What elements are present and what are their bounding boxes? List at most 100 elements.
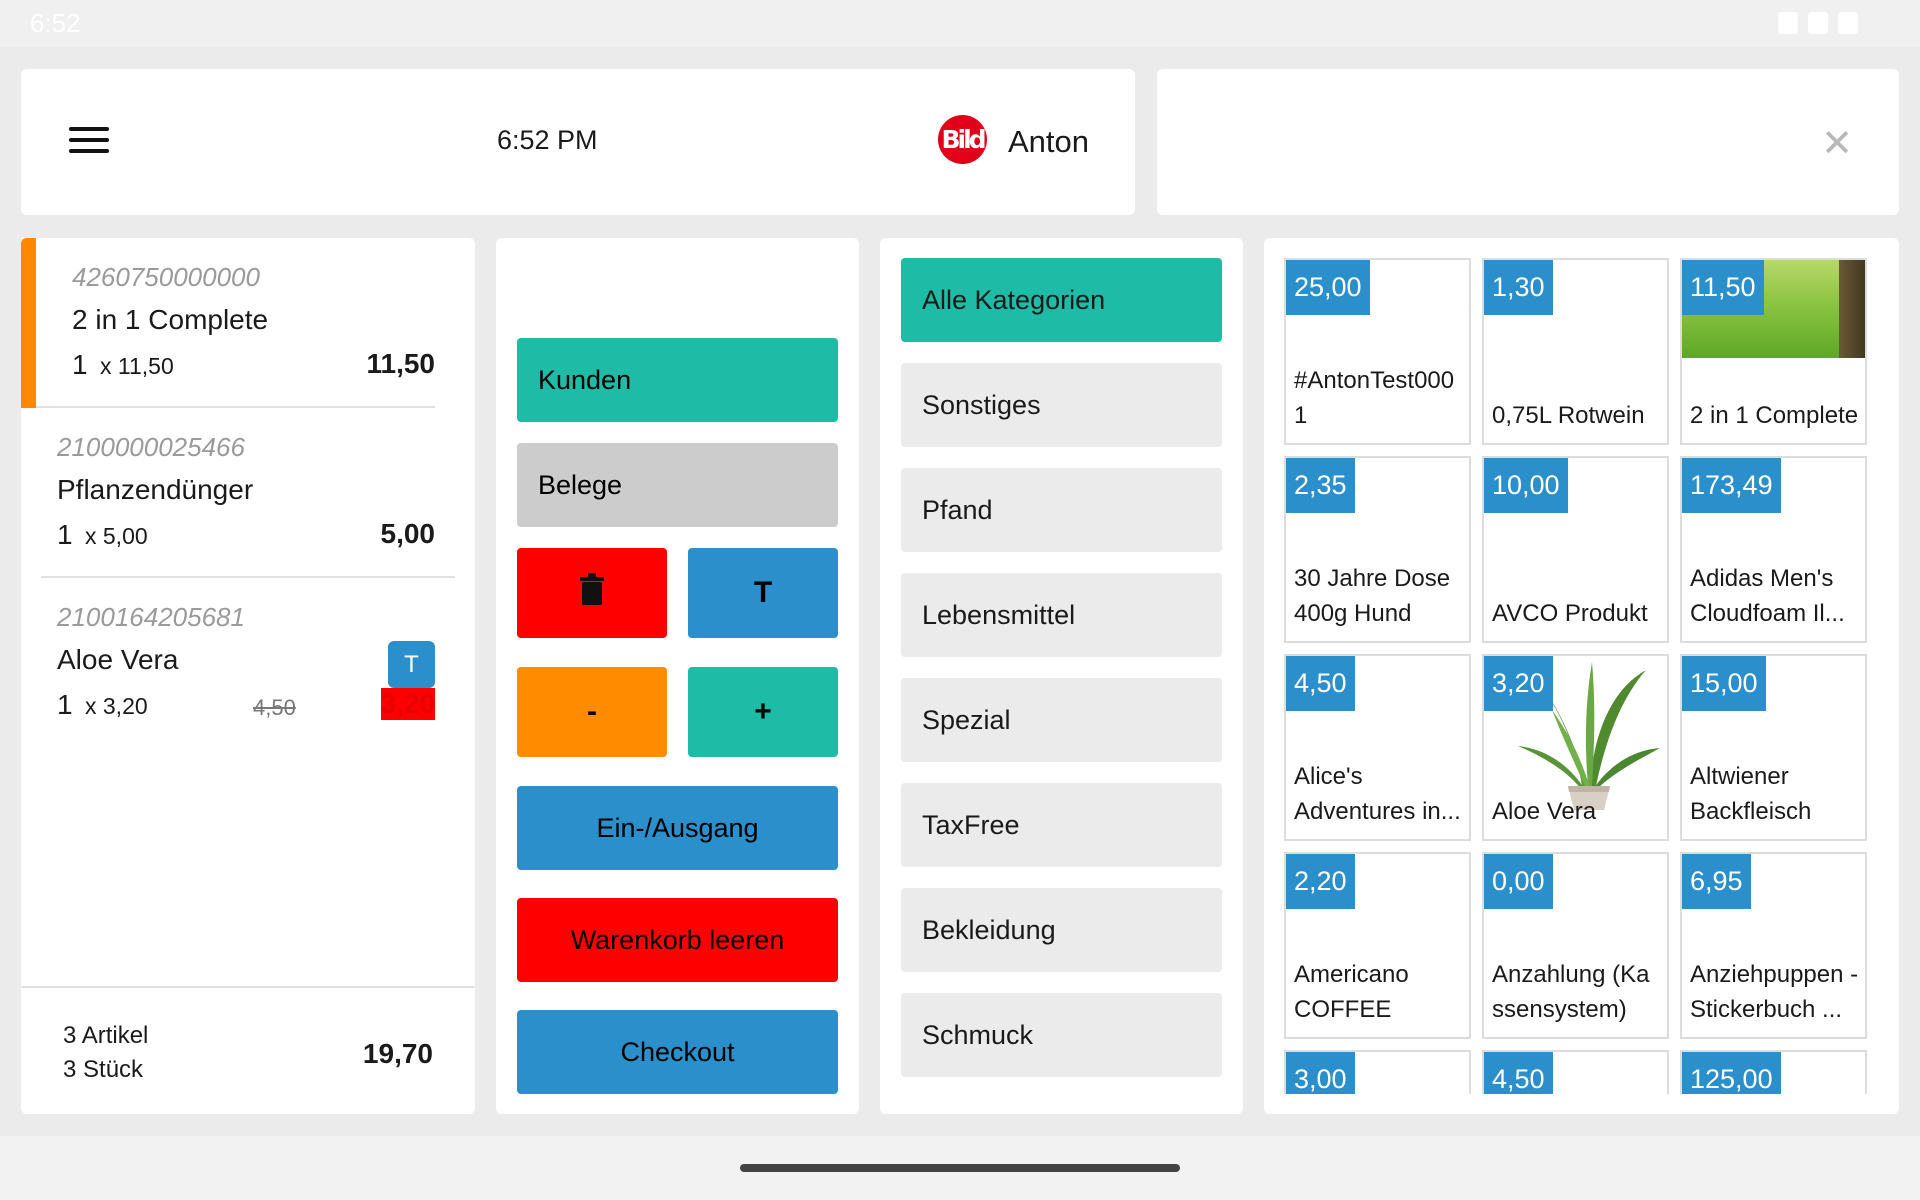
product-tile[interactable]: 125,00 bbox=[1680, 1050, 1867, 1094]
product-name: #AntonTest0001 bbox=[1294, 367, 1455, 429]
cart-summary: 3 Artikel 3 Stück 19,70 bbox=[21, 986, 475, 1114]
product-grid-panel: 25,00 #AntonTest0001 1,30 0,75L Rotwein … bbox=[1264, 238, 1899, 1114]
product-price: 10,00 bbox=[1484, 458, 1568, 513]
product-tile[interactable]: 1,30 0,75L Rotwein bbox=[1482, 258, 1669, 445]
category-alle-kategorien[interactable]: Alle Kategorien bbox=[901, 258, 1222, 342]
product-name: 0,75L Rotwein bbox=[1492, 402, 1645, 429]
cart-item[interactable]: 2100164205681 Aloe Vera T 1 x 3,20 4,50 … bbox=[41, 578, 455, 748]
aloe-vera-image bbox=[1518, 662, 1660, 810]
item-count: 3 Artikel bbox=[63, 1022, 149, 1049]
status-icons bbox=[1778, 12, 1858, 34]
cart-panel: 4260750000000 2 in 1 Complete 1 x 11,50 … bbox=[21, 238, 475, 1114]
product-price: 2,35 bbox=[1286, 458, 1355, 513]
product-name: Aloe Vera bbox=[1492, 798, 1597, 825]
category-schmuck[interactable]: Schmuck bbox=[901, 993, 1222, 1077]
product-tile[interactable]: 2,35 30 Jahre Dose 400g Hund bbox=[1284, 456, 1471, 643]
product-tile[interactable]: 25,00 #AntonTest0001 bbox=[1284, 258, 1471, 445]
product-tile[interactable]: 11,50 2 in 1 Complete bbox=[1680, 258, 1867, 445]
ein-ausgang-button[interactable]: Ein-/Ausgang bbox=[517, 786, 838, 870]
wifi-icon bbox=[1778, 12, 1798, 34]
category-lebensmittel[interactable]: Lebensmittel bbox=[901, 573, 1222, 657]
product-tile[interactable]: 4,50 Alice's Adventures in... bbox=[1284, 654, 1471, 841]
product-name: Adidas Men's Cloudfoam Il... bbox=[1690, 565, 1845, 627]
actions-panel: Kunden Belege T - + Ein-/Ausgang Warenko… bbox=[496, 238, 859, 1114]
cart-item-unit-price: x 11,50 bbox=[100, 353, 174, 379]
product-tile[interactable]: 3,00 bbox=[1284, 1050, 1471, 1094]
cart-item-unit-price: x 5,00 bbox=[85, 523, 148, 549]
cart-item-unit-price: x 3,20 bbox=[85, 693, 148, 719]
product-price: 3,00 bbox=[1286, 1052, 1355, 1094]
cart-item-ean: 2100164205681 bbox=[57, 602, 245, 632]
cart-item-qty: 1 bbox=[72, 349, 88, 380]
navigation-bar bbox=[0, 1136, 1920, 1200]
menu-icon[interactable] bbox=[69, 127, 109, 157]
piece-count: 3 Stück bbox=[63, 1056, 144, 1083]
product-tile[interactable]: 15,00 Altwiener Backfleisch bbox=[1680, 654, 1867, 841]
product-price: 4,50 bbox=[1286, 656, 1355, 711]
category-taxfree[interactable]: TaxFree bbox=[901, 783, 1222, 867]
tax-badge[interactable]: T bbox=[388, 641, 435, 688]
search-panel: ✕ bbox=[1157, 69, 1899, 215]
cart-item-total: 11,50 bbox=[366, 348, 435, 379]
trash-icon bbox=[580, 573, 604, 605]
battery-icon bbox=[1838, 12, 1858, 34]
product-name: AVCO Produkt bbox=[1492, 600, 1648, 627]
home-gesture-handle[interactable] bbox=[740, 1164, 1180, 1172]
cart-item[interactable]: 4260750000000 2 in 1 Complete 1 x 11,50 … bbox=[21, 238, 455, 408]
header-bar: 6:52 PM Bild Anton bbox=[21, 69, 1135, 215]
bild-logo: Bild bbox=[938, 115, 987, 164]
clear-cart-button[interactable]: Warenkorb leeren bbox=[517, 898, 838, 982]
close-icon[interactable]: ✕ bbox=[1821, 123, 1853, 165]
product-price: 15,00 bbox=[1682, 656, 1766, 711]
product-price: 25,00 bbox=[1286, 260, 1370, 315]
product-tile[interactable]: 173,49 Adidas Men's Cloudfoam Il... bbox=[1680, 456, 1867, 643]
increase-button[interactable]: + bbox=[688, 667, 838, 757]
cart-item-name: 2 in 1 Complete bbox=[72, 304, 269, 335]
category-bekleidung[interactable]: Bekleidung bbox=[901, 888, 1222, 972]
product-price: 2,20 bbox=[1286, 854, 1355, 909]
divider bbox=[36, 406, 435, 408]
cart-total: 19,70 bbox=[362, 1038, 433, 1069]
product-name: Americano COFFEE bbox=[1294, 961, 1409, 1023]
cart-item-total: 5,00 bbox=[380, 518, 436, 549]
product-price: 1,30 bbox=[1484, 260, 1553, 315]
product-price: 11,50 bbox=[1682, 260, 1764, 315]
product-tile[interactable]: 10,00 AVCO Produkt bbox=[1482, 456, 1669, 643]
delete-button[interactable] bbox=[517, 548, 667, 638]
search-input[interactable] bbox=[1177, 109, 1797, 175]
decrease-button[interactable]: - bbox=[517, 667, 667, 757]
product-name: 2 in 1 Complete bbox=[1690, 402, 1859, 429]
category-sonstiges[interactable]: Sonstiges bbox=[901, 363, 1222, 447]
product-tile[interactable]: 2,20 Americano COFFEE bbox=[1284, 852, 1471, 1039]
checkout-button[interactable]: Checkout bbox=[517, 1010, 838, 1094]
category-spezial[interactable]: Spezial bbox=[901, 678, 1222, 762]
kunden-button[interactable]: Kunden bbox=[517, 338, 838, 422]
product-tile[interactable]: 4,50 bbox=[1482, 1050, 1669, 1094]
product-name: 30 Jahre Dose 400g Hund bbox=[1294, 565, 1451, 627]
product-tile[interactable]: 3,20 Aloe Vera bbox=[1482, 654, 1669, 841]
cart-item-qty: 1 bbox=[57, 519, 73, 550]
product-price: 0,00 bbox=[1484, 854, 1553, 909]
tax-toggle-button[interactable]: T bbox=[688, 548, 838, 638]
belege-button[interactable]: Belege bbox=[517, 443, 838, 527]
cart-item-ean: 4260750000000 bbox=[72, 262, 260, 292]
cart-item-name: Aloe Vera bbox=[57, 644, 179, 675]
cart-item-qty: 1 bbox=[57, 689, 73, 720]
cart-item-name: Pflanzendünger bbox=[57, 474, 254, 505]
product-name: Anziehpuppen -Stickerbuch ... bbox=[1690, 961, 1859, 1023]
cart-item-ean: 2100000025466 bbox=[57, 432, 245, 462]
product-name: Altwiener Backfleisch bbox=[1690, 763, 1812, 825]
status-bar: 6:52 bbox=[0, 0, 1920, 47]
product-price: 125,00 bbox=[1682, 1052, 1781, 1094]
user-name[interactable]: Anton bbox=[1008, 124, 1090, 159]
product-price: 6,95 bbox=[1682, 854, 1751, 909]
categories-panel: Alle Kategorien Sonstiges Pfand Lebensmi… bbox=[880, 238, 1243, 1114]
product-tile[interactable]: 6,95 Anziehpuppen -Stickerbuch ... bbox=[1680, 852, 1867, 1039]
category-pfand[interactable]: Pfand bbox=[901, 468, 1222, 552]
product-price: 4,50 bbox=[1484, 1052, 1553, 1094]
cart-item[interactable]: 2100000025466 Pflanzendünger 1 x 5,00 5,… bbox=[41, 408, 455, 578]
divider bbox=[41, 576, 455, 578]
cart-item-old-price: 4,50 bbox=[253, 695, 296, 720]
product-tile[interactable]: 0,00 Anzahlung (Kassensystem) bbox=[1482, 852, 1669, 1039]
status-time: 6:52 bbox=[30, 8, 81, 38]
